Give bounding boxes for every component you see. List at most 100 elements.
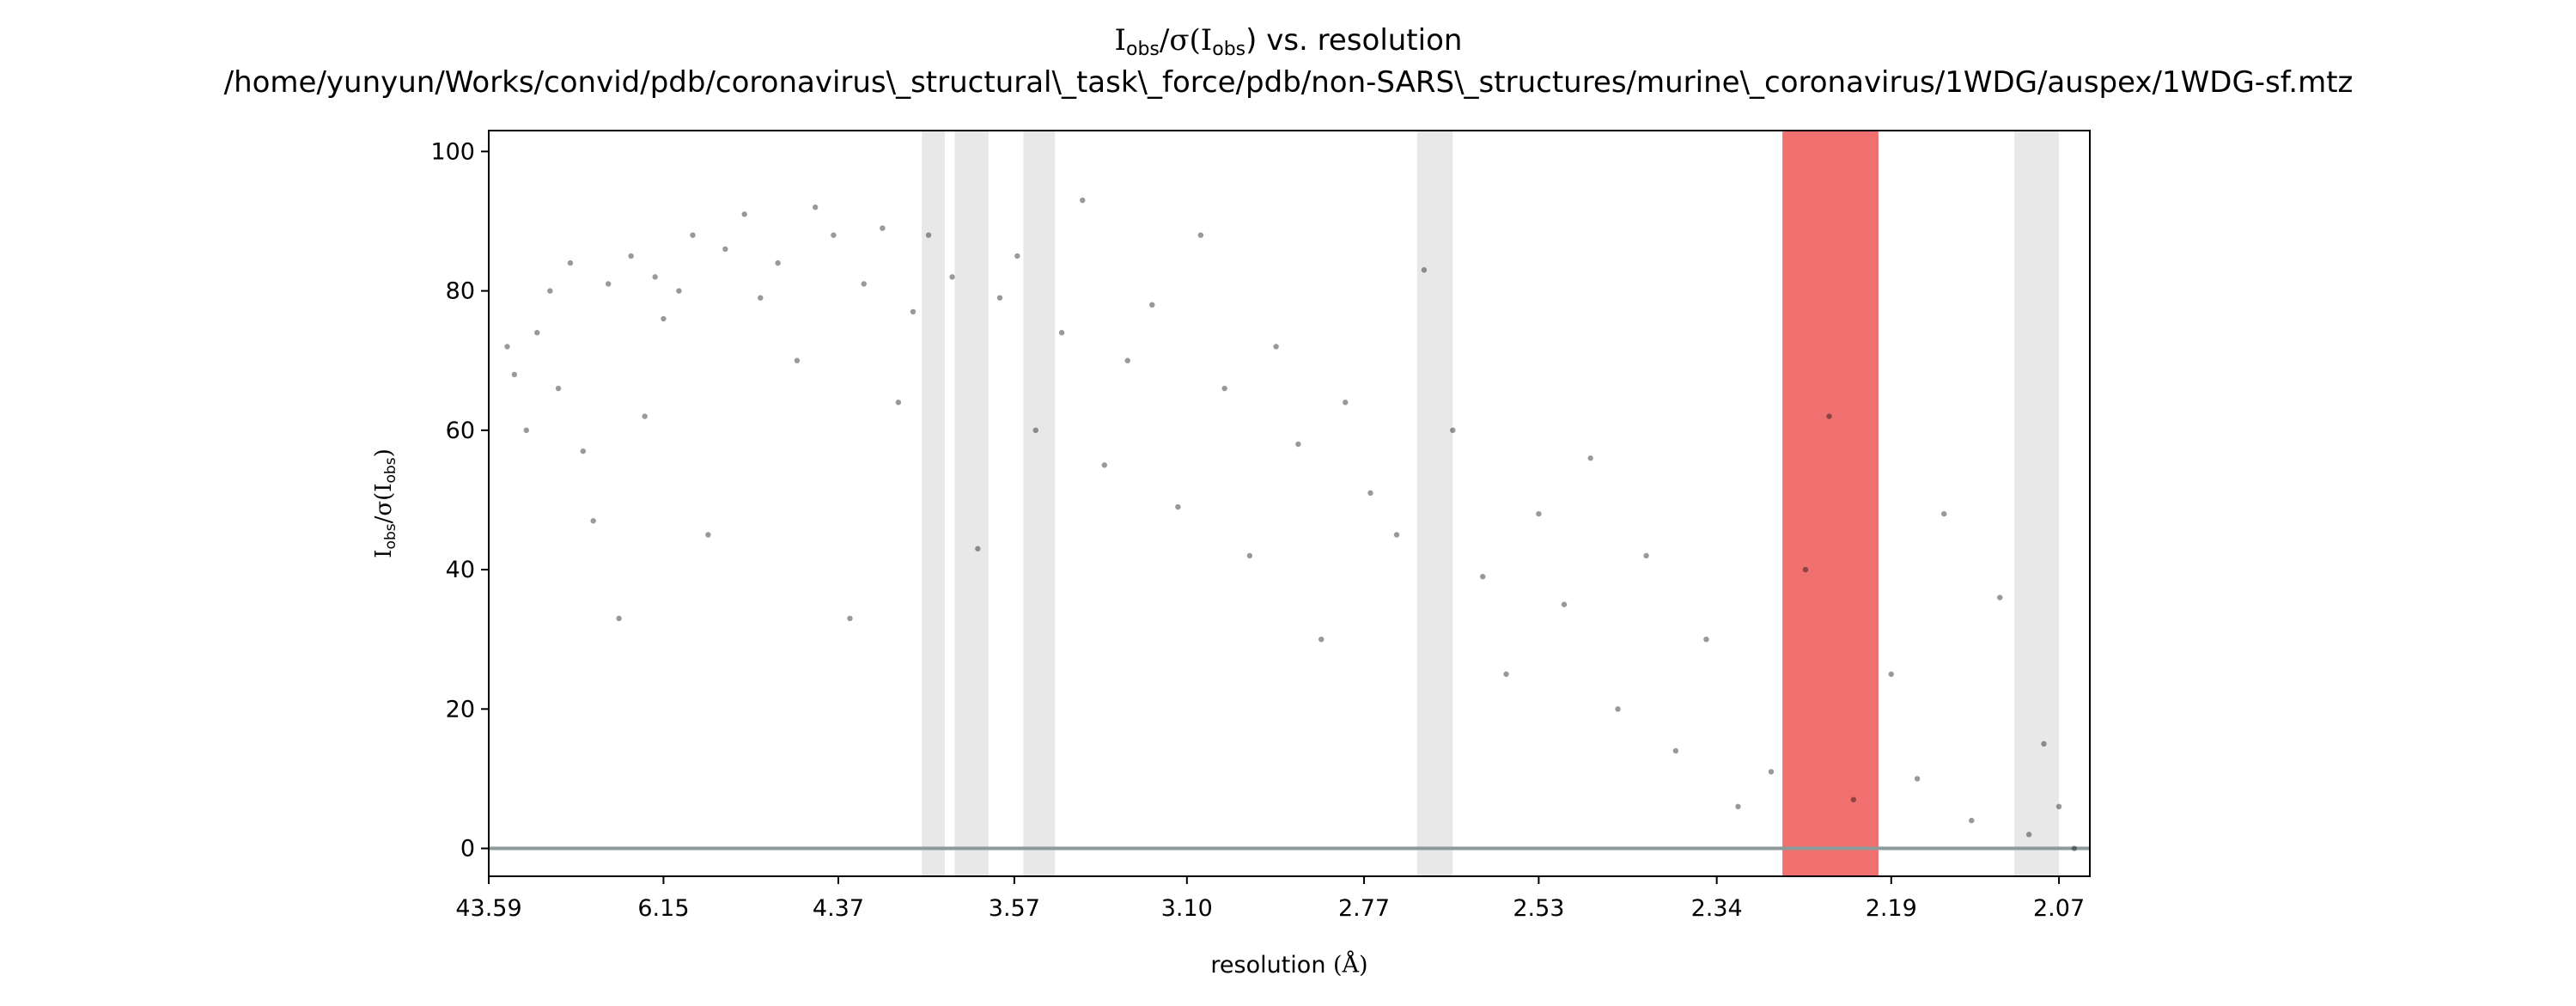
data-point-42 [1197, 232, 1204, 238]
data-point-32 [975, 546, 981, 552]
title-sub-obs-2: obs [1212, 39, 1245, 60]
data-point-11 [628, 253, 634, 259]
data-point-74 [2055, 803, 2062, 810]
data-point-63 [1768, 769, 1775, 775]
data-point-50 [1393, 532, 1400, 538]
data-point-4 [547, 288, 553, 294]
excluded-band-3 [1416, 131, 1453, 876]
data-point-72 [2025, 832, 2032, 838]
ylabel-i-symbol: I [371, 549, 397, 558]
y-tick-label-5: 100 [430, 138, 475, 165]
data-point-16 [690, 232, 696, 238]
data-point-15 [676, 288, 682, 294]
x-tick-label-1: 6.15 [637, 895, 689, 922]
data-point-61 [1703, 636, 1709, 643]
data-point-71 [1997, 594, 2003, 601]
data-point-55 [1536, 510, 1542, 517]
data-point-39 [1124, 357, 1130, 363]
data-point-52 [1450, 427, 1456, 434]
data-point-44 [1246, 552, 1253, 559]
chart-title-line1: Iobs/σ(Iobs) vs. resolution [1115, 23, 1463, 60]
y-tick-label-3: 60 [446, 418, 475, 444]
data-point-73 [2041, 741, 2047, 747]
data-point-12 [642, 413, 648, 419]
data-point-28 [895, 399, 902, 405]
data-point-13 [652, 274, 658, 280]
ylabel-sigma-part: /σ(I [371, 483, 397, 523]
data-point-59 [1643, 552, 1649, 559]
data-point-67 [1888, 671, 1894, 677]
chart-title-line2: /home/yunyun/Works/convid/pdb/coronaviru… [224, 65, 2354, 100]
data-point-24 [831, 232, 837, 238]
x-tick-label-3: 3.57 [989, 895, 1040, 922]
data-point-5 [555, 385, 562, 392]
x-tick-label-5: 2.77 [1338, 895, 1390, 922]
data-point-31 [949, 274, 955, 280]
data-point-66 [1850, 796, 1857, 802]
data-point-54 [1503, 671, 1509, 677]
y-tick-label-0: 0 [460, 836, 475, 863]
ice-ring-band-0 [1782, 131, 1879, 876]
data-point-22 [794, 357, 801, 363]
data-point-14 [661, 315, 667, 322]
data-point-40 [1149, 302, 1155, 308]
data-point-51 [1421, 267, 1428, 273]
data-point-75 [2071, 845, 2078, 851]
data-point-48 [1343, 399, 1349, 405]
data-point-30 [925, 232, 932, 238]
data-point-17 [705, 532, 711, 538]
data-point-60 [1672, 747, 1679, 754]
ylabel-sub-obs-1: obs [382, 523, 399, 549]
data-point-34 [1014, 253, 1020, 259]
excluded-band-1 [954, 131, 989, 876]
x-tick-label-0: 43.59 [455, 895, 521, 922]
data-point-69 [1941, 510, 1947, 517]
excluded-band-4 [2014, 131, 2060, 876]
data-point-7 [580, 448, 587, 454]
x-tick-label-2: 4.37 [813, 895, 864, 922]
data-point-1 [511, 371, 518, 378]
data-point-56 [1561, 601, 1568, 607]
data-point-26 [861, 281, 867, 287]
data-point-65 [1826, 413, 1832, 419]
plot-frame [488, 130, 2091, 877]
data-point-45 [1273, 344, 1279, 350]
data-point-33 [996, 295, 1003, 301]
x-tick-label-8: 2.19 [1866, 895, 1917, 922]
title-suffix: ) vs. resolution [1245, 23, 1462, 58]
excluded-band-0 [922, 131, 946, 876]
excluded-band-2 [1023, 131, 1056, 876]
data-point-64 [1802, 566, 1809, 573]
data-point-43 [1221, 385, 1227, 392]
y-axis-label: Iobs/σ(Iobs) [371, 448, 399, 558]
data-point-53 [1480, 573, 1486, 580]
data-point-10 [616, 615, 622, 622]
data-point-47 [1318, 636, 1325, 643]
data-point-27 [880, 225, 886, 231]
x-tick-label-4: 3.10 [1161, 895, 1213, 922]
data-point-8 [590, 518, 596, 524]
data-point-41 [1175, 503, 1181, 510]
data-point-18 [722, 246, 728, 253]
x-axis: 43.59 6.15 4.37 3.57 3.10 2.77 2.53 2.34 2.19 2.0… [455, 876, 2085, 922]
title-i-symbol: I [1115, 23, 1126, 58]
ylabel-sub-obs-2: obs [382, 457, 399, 483]
y-axis-label-group: Iobs/σ(Iobs) [371, 448, 399, 558]
data-point-19 [741, 211, 747, 217]
data-point-21 [775, 259, 781, 266]
data-point-57 [1587, 455, 1593, 461]
data-point-35 [1032, 427, 1038, 434]
y-tick-label-4: 80 [446, 278, 475, 305]
data-point-29 [910, 308, 917, 315]
data-point-58 [1615, 706, 1621, 712]
x-tick-label-6: 2.53 [1513, 895, 1564, 922]
points-layer [504, 197, 2078, 851]
bands-layer [922, 131, 2060, 876]
title-sub-obs-1: obs [1126, 39, 1160, 60]
data-point-38 [1101, 462, 1107, 468]
data-point-9 [606, 281, 612, 287]
data-point-25 [847, 615, 853, 622]
data-point-36 [1058, 330, 1065, 336]
y-axis: 0 20 40 60 80 100 [430, 138, 489, 863]
